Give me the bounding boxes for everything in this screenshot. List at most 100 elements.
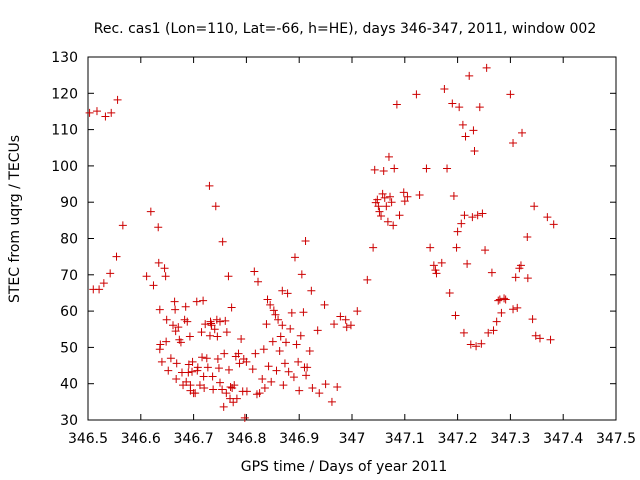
y-tick-label: 80 [60,232,78,248]
data-point [535,334,544,343]
data-point [333,382,342,391]
data-point [437,258,446,267]
data-point [284,367,293,376]
data-point [218,237,227,246]
data-point [208,372,217,381]
data-point [240,413,249,422]
data-point [113,95,122,104]
data-point [193,363,202,372]
data-point [171,305,180,314]
data-point [214,364,223,373]
data-point [155,345,164,354]
data-point [549,220,558,229]
data-point [232,394,241,403]
data-point [443,164,452,173]
data-point [449,192,458,201]
data-point [412,90,421,99]
data-points [85,63,558,422]
data-point [426,243,435,252]
data-point [260,384,269,393]
data-point [188,357,197,366]
data-point [227,303,236,312]
x-tick-label: 346.5 [68,431,108,447]
data-point [403,192,412,201]
y-tick-label: 100 [51,159,78,175]
data-point [271,310,280,319]
data-point [330,320,339,329]
data-point [473,211,482,220]
data-point [518,128,527,137]
data-point [211,202,220,211]
data-point [290,253,299,262]
data-point [320,300,329,309]
data-point [112,252,121,261]
x-tick-label: 347.3 [490,431,530,447]
data-point [254,277,263,286]
data-point [546,335,555,344]
data-point [142,272,151,281]
data-point [266,300,275,309]
data-point [162,315,171,324]
data-point [452,243,461,252]
data-point [390,164,399,173]
data-point [230,381,239,390]
data-point [184,368,193,377]
y-tick-label: 30 [60,413,78,429]
data-point [216,378,224,387]
data-point [234,349,243,358]
data-point [387,198,396,207]
data-point [213,355,222,364]
data-point [118,221,127,230]
data-point [219,402,228,411]
data-point [509,305,518,314]
data-point [280,359,289,368]
data-point [235,359,244,368]
data-point [478,209,487,218]
data-point [255,389,264,398]
data-point [399,188,408,197]
data-point [212,315,221,324]
data-point [369,243,378,252]
data-point [302,371,311,380]
data-point [107,108,116,117]
y-tick-label: 50 [60,340,78,356]
y-tick-label: 110 [51,123,78,139]
data-point [188,367,197,376]
data-point [346,321,355,330]
data-point [172,374,181,383]
data-point [250,267,259,276]
x-axis-label: GPS time / Days of year 2011 [241,459,448,475]
data-point [296,331,305,340]
data-point [375,207,384,216]
y-tick-label: 60 [60,304,78,320]
data-point [172,359,181,368]
data-point [299,308,308,317]
data-point [101,112,110,121]
data-point [530,202,539,211]
data-point [305,347,314,356]
data-point [210,325,219,334]
data-point [200,384,209,393]
data-point [278,321,287,330]
data-point [380,193,389,202]
data-point [315,389,324,398]
data-point [268,337,277,346]
data-point [472,342,481,351]
data-point [492,317,501,326]
data-point [301,237,310,246]
data-point [202,354,211,363]
data-point [264,362,273,371]
data-point [203,363,212,372]
data-point [199,296,208,305]
data-point [263,295,272,304]
data-point [198,353,207,362]
data-point [85,108,94,117]
data-point [206,317,215,326]
data-point [466,340,475,349]
data-point [459,328,468,337]
data-point [307,286,316,295]
data-point [513,303,522,312]
data-point [195,381,204,390]
data-point [497,308,506,317]
data-point [295,386,304,395]
